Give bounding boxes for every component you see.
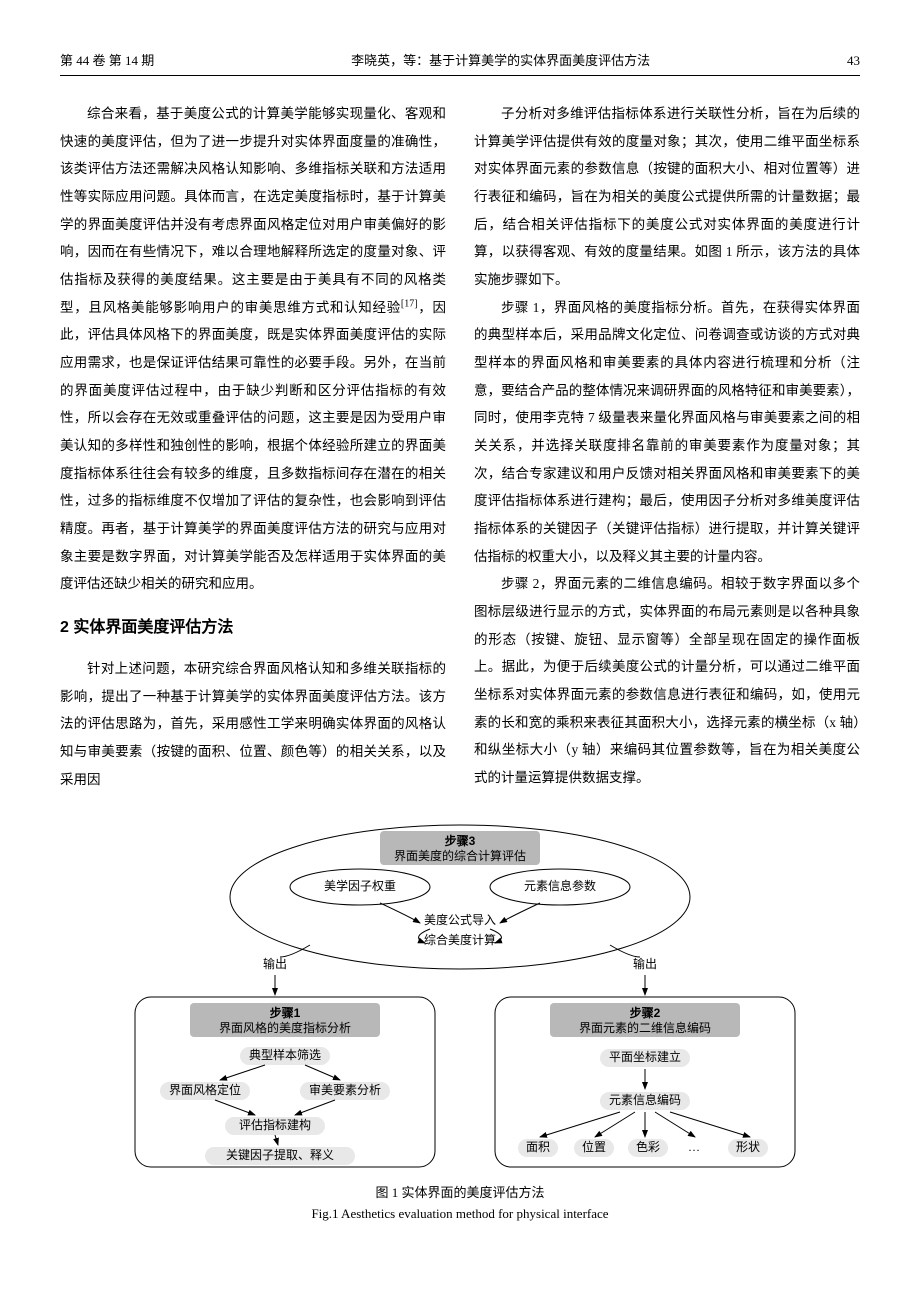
header-title: 李晓英，等：基于计算美学的实体界面美度评估方法 [154, 50, 847, 69]
body-columns: 综合来看，基于美度公式的计算美学能够实现量化、客观和快速的美度评估，但为了进一步… [60, 100, 860, 793]
step1-n3-text: 审美要素分析 [309, 1082, 381, 1097]
figure-caption-cn: 图 1 实体界面的美度评估方法 [60, 1183, 860, 1204]
s2-a6 [670, 1112, 750, 1137]
step3-mid1-text: 美度公式导入 [424, 912, 496, 927]
s2-a2 [540, 1112, 620, 1137]
step1-n2-text: 界面风格定位 [169, 1082, 241, 1097]
step3-mid2-text: 综合美度计算 [424, 932, 496, 947]
figure-1-svg: 步骤3 界面美度的综合计算评估 美学因子权重 元素信息参数 美度公式导入 综合美… [80, 817, 840, 1177]
s1-a4 [295, 1100, 335, 1115]
paragraph-1: 综合来看，基于美度公式的计算美学能够实现量化、客观和快速的美度评估，但为了进一步… [60, 100, 446, 598]
paragraph-3: 子分析对多维评估指标体系进行关联性分析，旨在为后续的计算美学评估提供有效的度量对… [474, 100, 860, 294]
figure-caption: 图 1 实体界面的美度评估方法 Fig.1 Aesthetics evaluat… [60, 1183, 860, 1225]
output-left-text: 输出 [263, 956, 287, 971]
p1-cont: ，因此，评估具体风格下的界面美度，既是实体界面美度评估的实际应用需求，也是保证评… [60, 300, 446, 592]
step3-title-text: 步骤3 [445, 833, 476, 848]
p1-text: 综合来看，基于美度公式的计算美学能够实现量化、客观和快速的美度评估，但为了进一步… [60, 106, 446, 315]
step2-r3-text: 色彩 [636, 1140, 660, 1154]
paragraph-2: 针对上述问题，本研究综合界面风格认知和多维关联指标的影响，提出了一种基于计算美学… [60, 655, 446, 793]
paragraph-5: 步骤 2，界面元素的二维信息编码。相较于数字界面以多个图标层级进行显示的方式，实… [474, 570, 860, 791]
step2-r1-text: 面积 [526, 1140, 550, 1154]
figure-1: 步骤3 界面美度的综合计算评估 美学因子权重 元素信息参数 美度公式导入 综合美… [60, 817, 860, 1225]
step1-n5-text: 关键因子提取、释义 [226, 1147, 334, 1162]
step1-sub-text: 界面风格的美度指标分析 [219, 1020, 351, 1035]
s1-a3 [215, 1100, 255, 1115]
step2-r2-text: 位置 [582, 1139, 606, 1154]
page-header: 第 44 卷 第 14 期 李晓英，等：基于计算美学的实体界面美度评估方法 43 [60, 50, 860, 76]
output-right-text: 输出 [633, 956, 657, 971]
s2-a5 [655, 1112, 695, 1137]
step1-title-text: 步骤1 [270, 1005, 301, 1020]
s1-a2 [305, 1065, 340, 1080]
step2-n2-text: 元素信息编码 [609, 1092, 681, 1107]
step2-n1-text: 平面坐标建立 [609, 1049, 681, 1064]
step1-n1-text: 典型样本筛选 [249, 1047, 321, 1062]
step2-r4-text: … [688, 1140, 700, 1154]
paragraph-4: 步骤 1，界面风格的美度指标分析。首先，在获得实体界面的典型样本后，采用品牌文化… [474, 294, 860, 571]
ref-17: [17] [401, 298, 418, 309]
header-page-number: 43 [847, 53, 860, 69]
step2-r5-text: 形状 [736, 1140, 760, 1154]
s2-a3 [595, 1112, 635, 1137]
step2-title-text: 步骤2 [630, 1005, 661, 1020]
section-2-heading: 2 实体界面美度评估方法 [60, 612, 446, 645]
header-volume: 第 44 卷 第 14 期 [60, 50, 154, 69]
step3-right-text: 元素信息参数 [524, 878, 596, 893]
step1-n4-text: 评估指标建构 [239, 1117, 311, 1132]
step2-sub-text: 界面元素的二维信息编码 [579, 1020, 711, 1035]
step3-left-text: 美学因子权重 [324, 878, 396, 893]
s1-a5 [275, 1135, 278, 1145]
figure-caption-en: Fig.1 Aesthetics evaluation method for p… [60, 1204, 860, 1225]
step3-sub-text: 界面美度的综合计算评估 [394, 848, 526, 863]
s1-a1 [220, 1065, 265, 1080]
page-container: 第 44 卷 第 14 期 李晓英，等：基于计算美学的实体界面美度评估方法 43… [0, 0, 920, 1265]
